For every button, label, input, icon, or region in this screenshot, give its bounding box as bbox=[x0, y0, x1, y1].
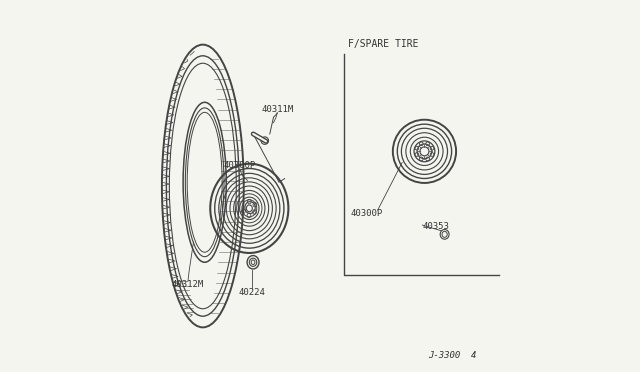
Text: 40312M: 40312M bbox=[172, 280, 204, 289]
Text: 40300P: 40300P bbox=[224, 161, 256, 170]
Text: 40300P: 40300P bbox=[350, 209, 383, 218]
Text: 40353: 40353 bbox=[422, 222, 449, 231]
Text: F/SPARE TIRE: F/SPARE TIRE bbox=[348, 39, 419, 49]
Text: 40224: 40224 bbox=[239, 288, 266, 296]
Text: 40311M: 40311M bbox=[261, 105, 293, 114]
Text: J-3300  4: J-3300 4 bbox=[428, 351, 476, 360]
